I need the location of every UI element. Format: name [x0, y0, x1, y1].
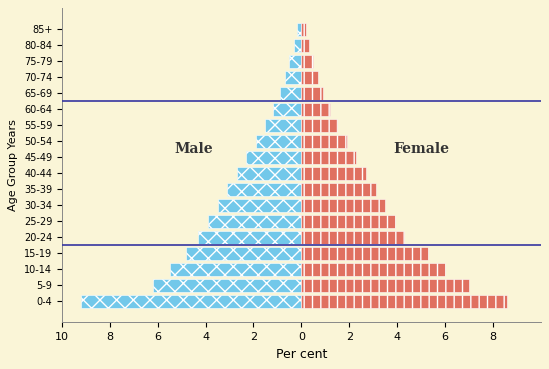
Bar: [301, 103, 330, 116]
Bar: [237, 166, 301, 180]
Bar: [301, 246, 428, 260]
Bar: [296, 23, 301, 36]
Bar: [187, 246, 301, 260]
Bar: [227, 183, 301, 196]
Text: Male: Male: [175, 142, 213, 156]
Bar: [301, 214, 395, 228]
Bar: [294, 39, 301, 52]
Bar: [301, 166, 366, 180]
Bar: [301, 23, 306, 36]
Bar: [208, 214, 301, 228]
Bar: [265, 118, 301, 132]
Bar: [301, 279, 469, 292]
Bar: [301, 183, 376, 196]
Bar: [301, 70, 318, 84]
Bar: [273, 103, 301, 116]
Y-axis label: Age Group Years: Age Group Years: [8, 120, 18, 211]
Bar: [301, 118, 337, 132]
Bar: [301, 55, 313, 68]
Bar: [301, 262, 445, 276]
Bar: [301, 199, 385, 212]
Bar: [289, 55, 301, 68]
Bar: [301, 231, 404, 244]
Bar: [247, 151, 301, 164]
X-axis label: Per cent: Per cent: [276, 348, 327, 361]
Text: Female: Female: [393, 142, 449, 156]
Bar: [256, 135, 301, 148]
Bar: [81, 294, 301, 308]
Bar: [217, 199, 301, 212]
Bar: [301, 87, 323, 100]
Bar: [198, 231, 301, 244]
Bar: [280, 87, 301, 100]
Bar: [284, 70, 301, 84]
Bar: [170, 262, 301, 276]
Bar: [301, 135, 347, 148]
Bar: [153, 279, 301, 292]
Bar: [301, 294, 507, 308]
Bar: [301, 39, 309, 52]
Bar: [301, 151, 356, 164]
